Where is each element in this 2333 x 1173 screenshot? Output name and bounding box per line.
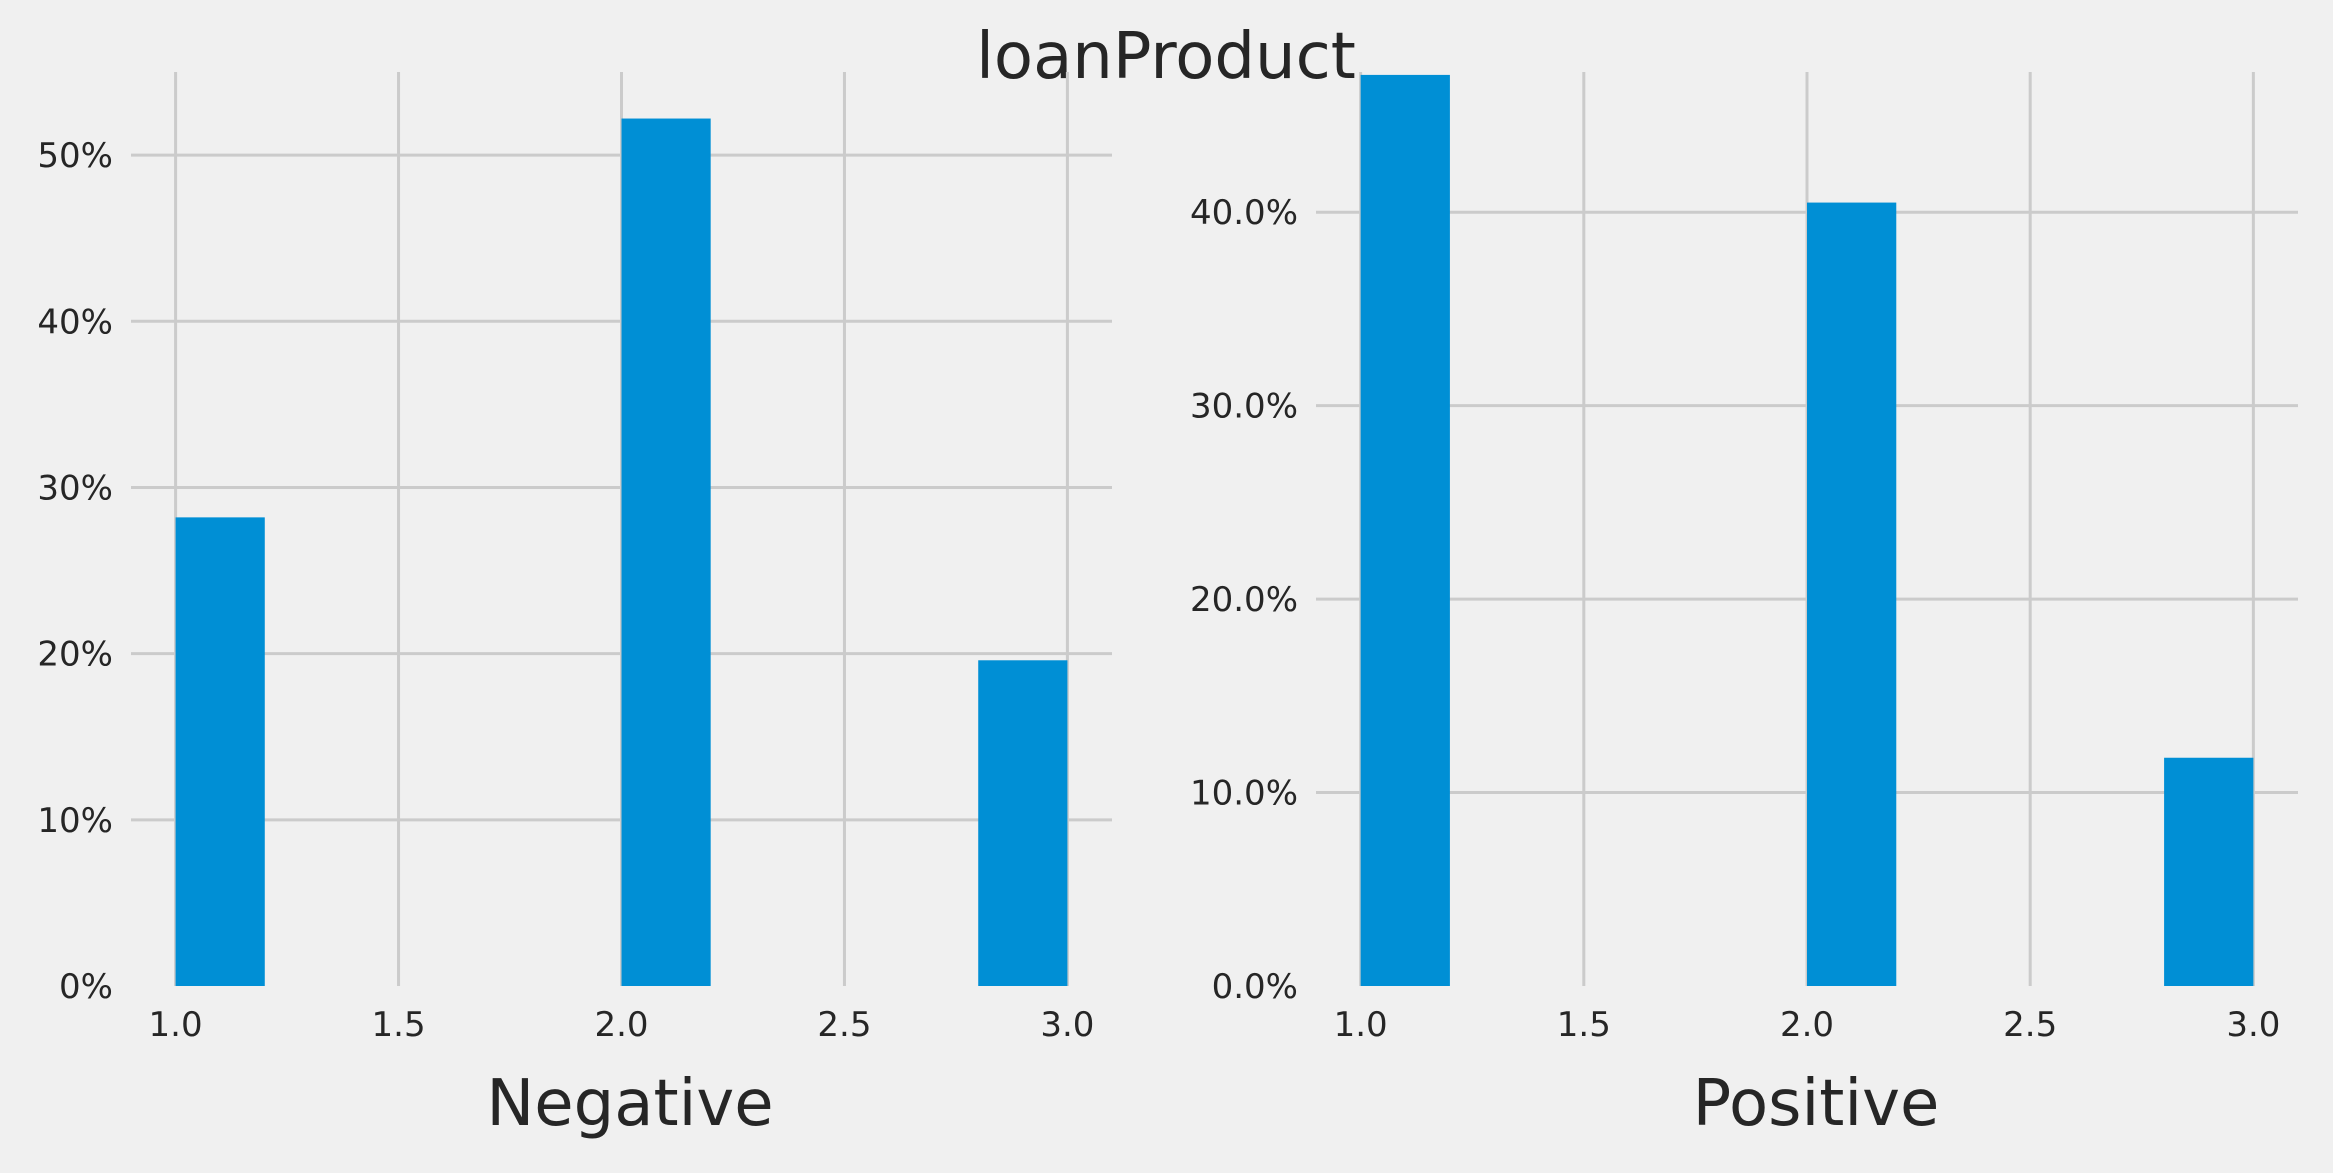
x-tick-label-negative-1: 1.5 (372, 1005, 426, 1045)
y-tick-label-negative-0: 0% (59, 967, 113, 1007)
figure-title: loanProduct (976, 20, 1356, 94)
bar-positive-2 (2164, 757, 2254, 986)
x-axis-label-positive: Positive (1693, 1067, 1940, 1141)
x-tick-label-positive-4: 3.0 (2226, 1005, 2280, 1045)
y-tick-label-positive-1: 10.0% (1190, 774, 1298, 814)
x-tick-label-positive-2: 2.0 (1780, 1005, 1834, 1045)
negative-histogram: 0% 10% 20% 30% 40% 50% 1.0 1.5 2.0 2.5 3.0 Negati… (37, 72, 1112, 1141)
x-axis-label-negative: Negative (486, 1067, 773, 1141)
y-tick-label-negative-1: 10% (37, 801, 113, 841)
x-tick-label-positive-1: 1.5 (1557, 1005, 1611, 1045)
x-tick-label-negative-3: 2.5 (817, 1005, 871, 1045)
y-tick-label-positive-0: 0.0% (1212, 967, 1298, 1007)
y-tick-label-negative-4: 40% (37, 302, 113, 342)
y-tick-label-negative-3: 30% (37, 468, 113, 508)
x-tick-label-negative-2: 2.0 (594, 1005, 648, 1045)
y-tick-label-positive-3: 30.0% (1190, 387, 1298, 427)
bar-negative-2 (978, 660, 1068, 986)
y-tick-label-negative-2: 20% (37, 635, 113, 675)
bar-negative-1 (621, 118, 711, 987)
y-tick-label-negative-5: 50% (37, 136, 113, 176)
x-tick-label-positive-3: 2.5 (2003, 1005, 2057, 1045)
bar-negative-0 (175, 517, 265, 986)
x-tick-label-negative-4: 3.0 (1040, 1005, 1094, 1045)
y-tick-label-positive-2: 20.0% (1190, 580, 1298, 620)
positive-histogram: 0.0% 10.0% 20.0% 30.0% 40.0% 1.0 1.5 2.0 2.5 3.0… (1190, 72, 2298, 1141)
bar-positive-1 (1807, 202, 1897, 987)
y-tick-label-positive-4: 40.0% (1190, 193, 1298, 233)
x-tick-label-negative-0: 1.0 (149, 1005, 203, 1045)
bar-positive-0 (1360, 74, 1450, 986)
x-tick-label-positive-0: 1.0 (1334, 1005, 1388, 1045)
